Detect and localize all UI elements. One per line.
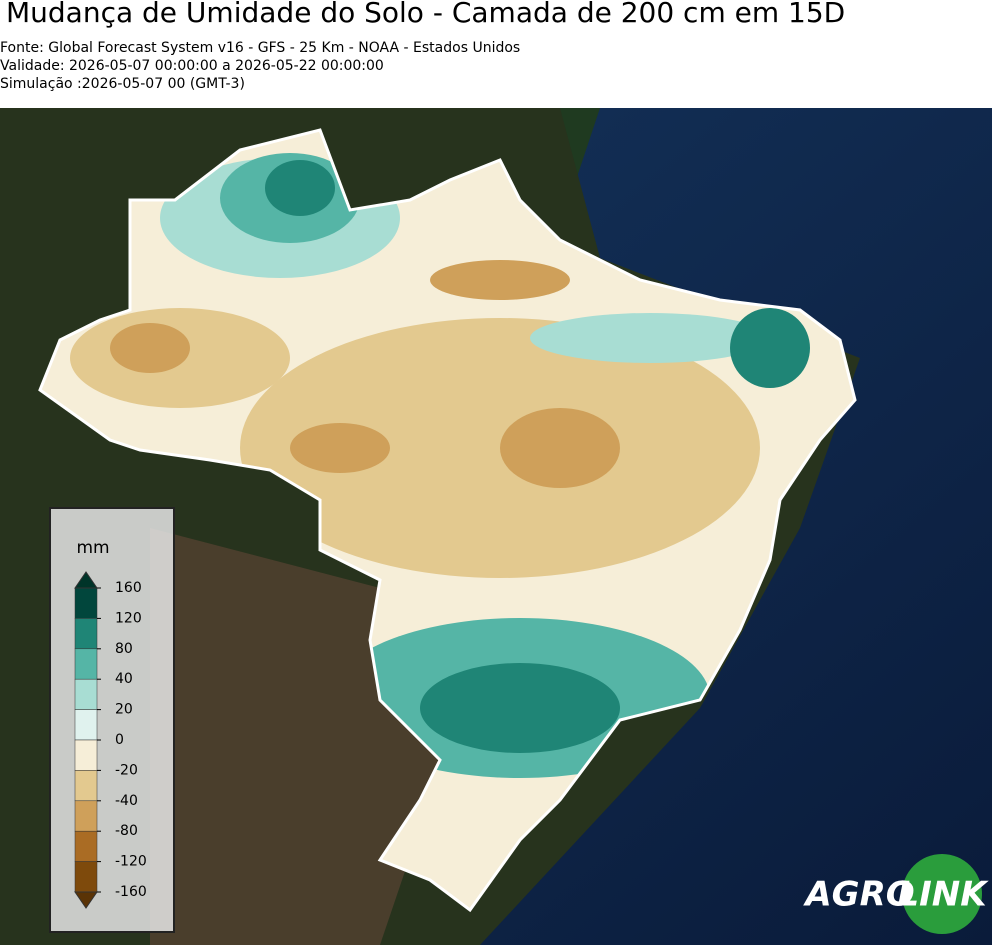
logo: AGRO LINK [802, 854, 989, 934]
colorbar-tick-label: -80 [115, 823, 138, 839]
colorbar-frame [49, 507, 175, 933]
colorbar-tick-label: 80 [115, 641, 133, 657]
simulation-line: Simulação :2026-05-07 00 (GMT-3) [0, 76, 245, 92]
colorbar-extend [74, 891, 98, 909]
logo-text: LINK [897, 875, 989, 915]
colorbar-segment [74, 618, 98, 650]
colorbar-segment [74, 861, 98, 893]
colorbar-segment [74, 800, 98, 832]
logo-text: AGRO [802, 875, 914, 915]
colorbar-tick-label: -120 [115, 854, 147, 870]
title: Mudança de Umidade do Solo - Camada de 2… [6, 0, 846, 29]
colorbar-segment [74, 830, 98, 862]
field-patch [110, 323, 190, 373]
field-patch [730, 308, 810, 388]
map [0, 108, 992, 945]
validity-line: Validade: 2026-05-07 00:00:00 a 2026-05-… [0, 58, 384, 74]
colorbar-extend [74, 571, 98, 589]
field-patch [420, 663, 620, 753]
colorbar-tick-label: -40 [115, 793, 138, 809]
colorbar-tick-label: -160 [115, 884, 147, 900]
colorbar-tick-label: 0 [115, 732, 124, 748]
colorbar-tick-label: -20 [115, 762, 138, 778]
colorbar-tick-label: 20 [115, 702, 133, 718]
field-patch [290, 423, 390, 473]
land [150, 528, 440, 945]
colorbar-segment [74, 587, 98, 619]
colorbar: mm 160 120 80 40 20 0 -20 -40 -80 -120 -160 [49, 507, 175, 933]
colorbar-segment [74, 770, 98, 802]
colorbar-tick-label: 160 [115, 580, 142, 596]
field-patch [265, 160, 335, 216]
colorbar-segment [74, 678, 98, 710]
field-patch [430, 260, 570, 300]
colorbar-tick-label: 120 [115, 610, 142, 626]
colorbar-segment [74, 709, 98, 741]
colorbar-segment [74, 648, 98, 680]
field-patch [530, 313, 770, 363]
logo-circle [902, 854, 982, 934]
colorbar-tick-label: 40 [115, 671, 133, 687]
field-patch [500, 408, 620, 488]
source-line: Fonte: Global Forecast System v16 - GFS … [0, 40, 521, 56]
colorbar-label: mm [76, 538, 109, 558]
colorbar-segment [74, 739, 98, 771]
